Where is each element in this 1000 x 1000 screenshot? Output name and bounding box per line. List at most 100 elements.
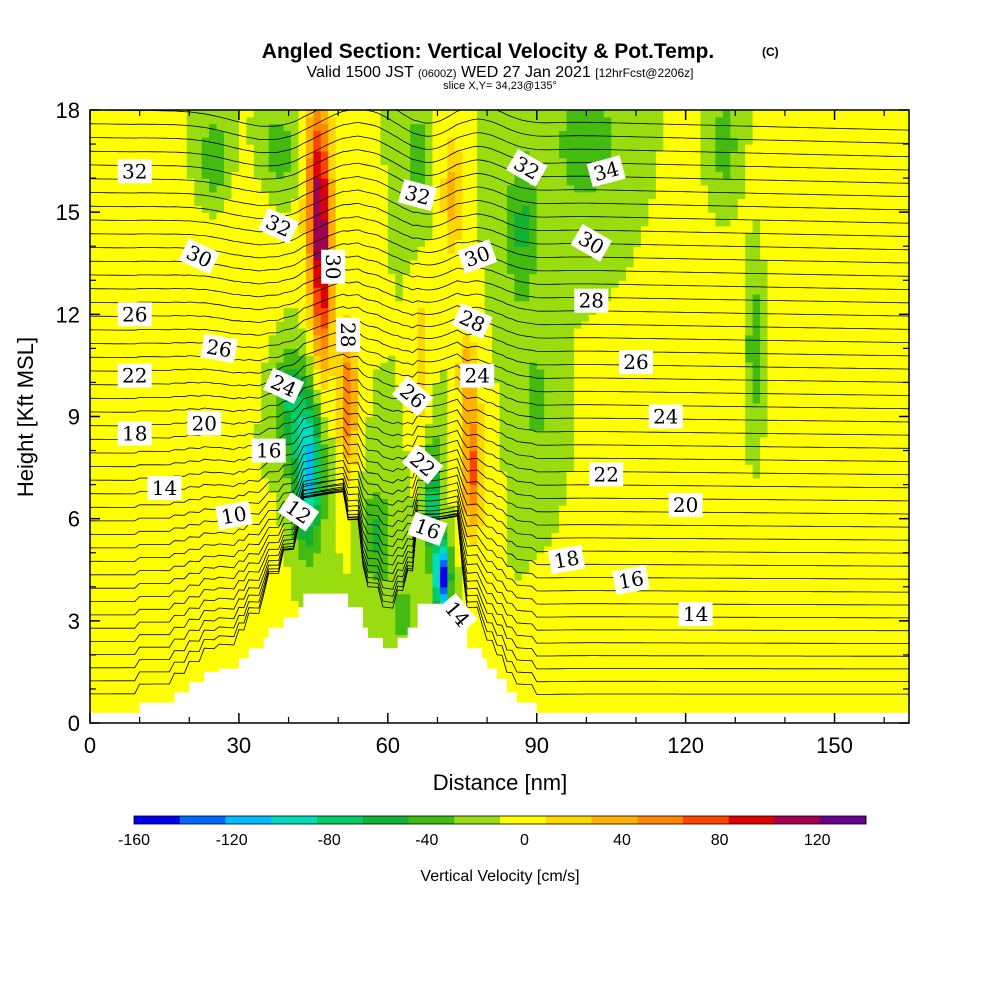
velocity-cell <box>238 293 247 302</box>
velocity-cell <box>119 566 128 574</box>
velocity-cell <box>350 348 359 356</box>
velocity-cell <box>410 559 419 567</box>
velocity-cell <box>484 137 493 145</box>
velocity-cell <box>157 593 166 601</box>
velocity-cell <box>119 246 128 254</box>
velocity-cell <box>186 137 195 145</box>
velocity-cell <box>492 280 501 288</box>
velocity-cell <box>179 593 188 601</box>
velocity-cell <box>209 164 218 172</box>
velocity-cell <box>425 307 434 315</box>
velocity-cell <box>417 334 426 343</box>
velocity-cell <box>142 253 151 261</box>
velocity-cell <box>186 389 195 397</box>
velocity-cell <box>194 634 203 642</box>
velocity-cell <box>261 171 270 179</box>
velocity-cell <box>157 375 166 384</box>
velocity-cell <box>372 450 381 458</box>
velocity-cell <box>298 225 307 234</box>
velocity-cell <box>425 559 434 567</box>
velocity-cell <box>90 389 99 397</box>
velocity-cell <box>216 144 225 152</box>
velocity-cell <box>439 239 448 247</box>
velocity-cell <box>320 518 329 527</box>
velocity-cell <box>447 157 456 166</box>
velocity-cell <box>194 505 203 513</box>
velocity-cell <box>164 688 173 697</box>
velocity-cell <box>387 273 396 281</box>
velocity-cell <box>447 552 456 561</box>
velocity-cell <box>179 477 188 486</box>
velocity-cell <box>90 607 99 615</box>
velocity-cell <box>410 430 419 438</box>
velocity-cell <box>104 702 113 710</box>
velocity-cell <box>238 396 247 404</box>
velocity-cell <box>97 654 106 663</box>
velocity-cell <box>320 498 329 506</box>
velocity-cell <box>209 457 218 465</box>
velocity-cell <box>439 545 448 554</box>
velocity-cell <box>484 287 493 295</box>
velocity-cell <box>253 218 262 227</box>
velocity-cell <box>365 443 374 452</box>
velocity-cell <box>164 648 173 656</box>
velocity-cell <box>209 137 218 145</box>
velocity-cell <box>484 150 493 159</box>
velocity-cell <box>358 573 367 581</box>
velocity-cell <box>179 443 188 452</box>
velocity-cell <box>253 348 262 356</box>
velocity-cell <box>142 212 151 220</box>
velocity-cell <box>186 205 195 213</box>
velocity-cell <box>90 321 99 329</box>
velocity-cell <box>372 505 381 513</box>
velocity-cell <box>492 579 501 588</box>
velocity-cell <box>231 532 240 540</box>
velocity-cell <box>395 116 404 125</box>
velocity-cell <box>246 110 255 118</box>
velocity-cell <box>224 484 233 493</box>
velocity-cell <box>402 545 411 554</box>
velocity-cell <box>231 402 240 411</box>
velocity-cell <box>462 396 471 404</box>
velocity-cell <box>454 205 463 213</box>
velocity-cell <box>246 423 255 431</box>
velocity-cell <box>328 498 337 506</box>
velocity-cell <box>447 246 456 254</box>
velocity-cell <box>157 314 166 322</box>
velocity-cell <box>447 477 456 486</box>
velocity-cell <box>104 477 113 486</box>
velocity-cell <box>171 157 180 166</box>
velocity-cell <box>224 212 233 220</box>
velocity-cell <box>224 171 233 179</box>
velocity-cell <box>380 600 389 608</box>
velocity-cell <box>268 355 277 363</box>
velocity-cell <box>149 539 158 547</box>
velocity-cell <box>201 450 210 458</box>
velocity-cell <box>261 552 270 561</box>
velocity-cell <box>238 464 247 472</box>
velocity-cell <box>477 641 486 649</box>
velocity-cell <box>291 559 300 567</box>
velocity-cell <box>90 293 99 302</box>
velocity-cell <box>387 280 396 288</box>
velocity-cell <box>231 123 240 132</box>
velocity-cell <box>283 457 292 465</box>
velocity-cell <box>268 321 277 329</box>
velocity-cell <box>149 116 158 125</box>
velocity-cell <box>253 334 262 343</box>
velocity-cell <box>179 321 188 329</box>
velocity-cell <box>134 246 143 254</box>
velocity-cell <box>454 566 463 574</box>
velocity-cell <box>477 205 486 213</box>
velocity-cell <box>365 273 374 281</box>
velocity-cell <box>372 375 381 384</box>
velocity-cell <box>358 518 367 527</box>
velocity-cell <box>276 341 285 349</box>
velocity-cell <box>171 239 180 247</box>
velocity-cell <box>157 627 166 636</box>
velocity-cell <box>291 423 300 431</box>
velocity-cell <box>335 505 344 513</box>
velocity-cell <box>350 382 359 390</box>
velocity-cell <box>372 382 381 390</box>
velocity-cell <box>268 484 277 493</box>
